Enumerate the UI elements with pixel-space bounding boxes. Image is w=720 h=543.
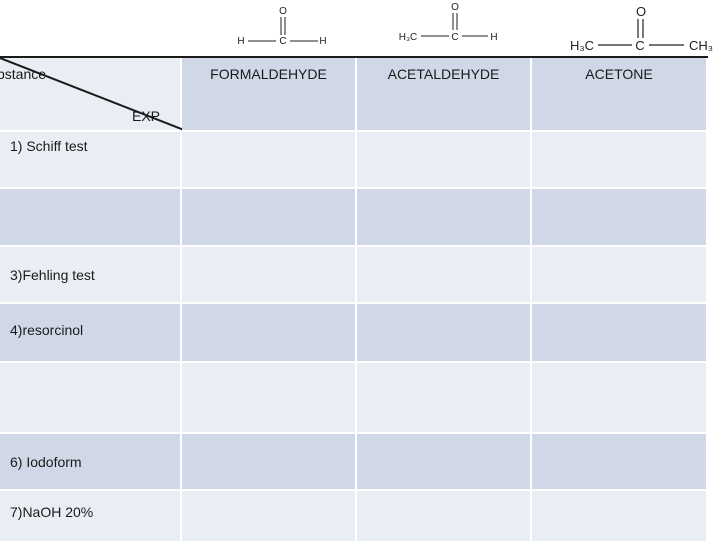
header-acetaldehyde: ACETALDEHYDE [357, 58, 532, 132]
formaldehyde-left-atom: H [237, 36, 244, 47]
acetaldehyde-left-atom: H₃C [399, 32, 418, 43]
header-label: ACETONE [585, 66, 653, 82]
row-label: 1) Schiff test [0, 132, 182, 189]
acetaldehyde-structure: O H₃C C H [399, 2, 498, 43]
table-cell [357, 434, 532, 491]
table-row [0, 189, 708, 247]
table-row [0, 363, 708, 434]
table-row: 4)resorcinol [0, 304, 708, 363]
header-label: FORMALDEHYDE [210, 66, 327, 82]
table-row: 6) Iodoform [0, 434, 708, 491]
acetone-structure: O H₃C C CH₃ [570, 4, 713, 53]
table-cell [357, 247, 532, 304]
table-header-row: bstance EXP FORMALDEHYDE ACETALDEHYDE AC… [0, 58, 708, 132]
header-label: ACETALDEHYDE [387, 66, 500, 82]
table-cell [182, 434, 357, 491]
table-cell [532, 491, 708, 543]
table-cell [182, 189, 357, 247]
table-row: 1) Schiff test [0, 132, 708, 189]
table-cell [357, 304, 532, 363]
row-label [0, 363, 182, 434]
header-acetone: ACETONE [532, 58, 708, 132]
structures-drawing: O H C H O H₃C C H O H₃C C [237, 2, 713, 53]
table-row: 7)NaOH 20% [0, 491, 708, 543]
table-cell [182, 132, 357, 189]
corner-diagonal [0, 58, 184, 131]
corner-cell: bstance EXP [0, 58, 184, 132]
table-cell [357, 132, 532, 189]
acetaldehyde-right-atom: H [490, 32, 497, 43]
table-cell [182, 247, 357, 304]
table-row: 3)Fehling test [0, 247, 708, 304]
table-cell [532, 434, 708, 491]
formaldehyde-o-atom: O [279, 6, 287, 17]
acetone-o-atom: O [636, 4, 646, 19]
table-cell [182, 304, 357, 363]
row-label: 6) Iodoform [0, 434, 182, 491]
row-label [0, 189, 182, 247]
corner-label-exp: EXP [132, 108, 161, 124]
table-cell [182, 363, 357, 434]
table-cell [357, 491, 532, 543]
table-cell [357, 363, 532, 434]
table-cell [532, 304, 708, 363]
corner-label-substance: bstance [0, 66, 47, 82]
table-cell [532, 363, 708, 434]
header-formaldehyde: FORMALDEHYDE [182, 58, 357, 132]
acetone-left-atom: H₃C [570, 38, 594, 53]
row-label: 7)NaOH 20% [0, 491, 182, 543]
row-label: 3)Fehling test [0, 247, 182, 304]
acetone-right-atom: CH₃ [689, 38, 713, 53]
experiment-table: bstance EXP FORMALDEHYDE ACETALDEHYDE AC… [0, 56, 708, 543]
table-cell [357, 189, 532, 247]
formaldehyde-structure: O H C H [237, 6, 326, 47]
table-cell [532, 189, 708, 247]
table-cell [532, 247, 708, 304]
formaldehyde-right-atom: H [319, 36, 326, 47]
acetaldehyde-o-atom: O [451, 2, 459, 13]
table-cell [532, 132, 708, 189]
row-label: 4)resorcinol [0, 304, 182, 363]
acetaldehyde-c-atom: C [451, 32, 458, 43]
formaldehyde-c-atom: C [279, 36, 286, 47]
structures-strip: O H C H O H₃C C H O H₃C C [0, 0, 720, 60]
acetone-c-atom: C [635, 38, 644, 53]
table-cell [182, 491, 357, 543]
